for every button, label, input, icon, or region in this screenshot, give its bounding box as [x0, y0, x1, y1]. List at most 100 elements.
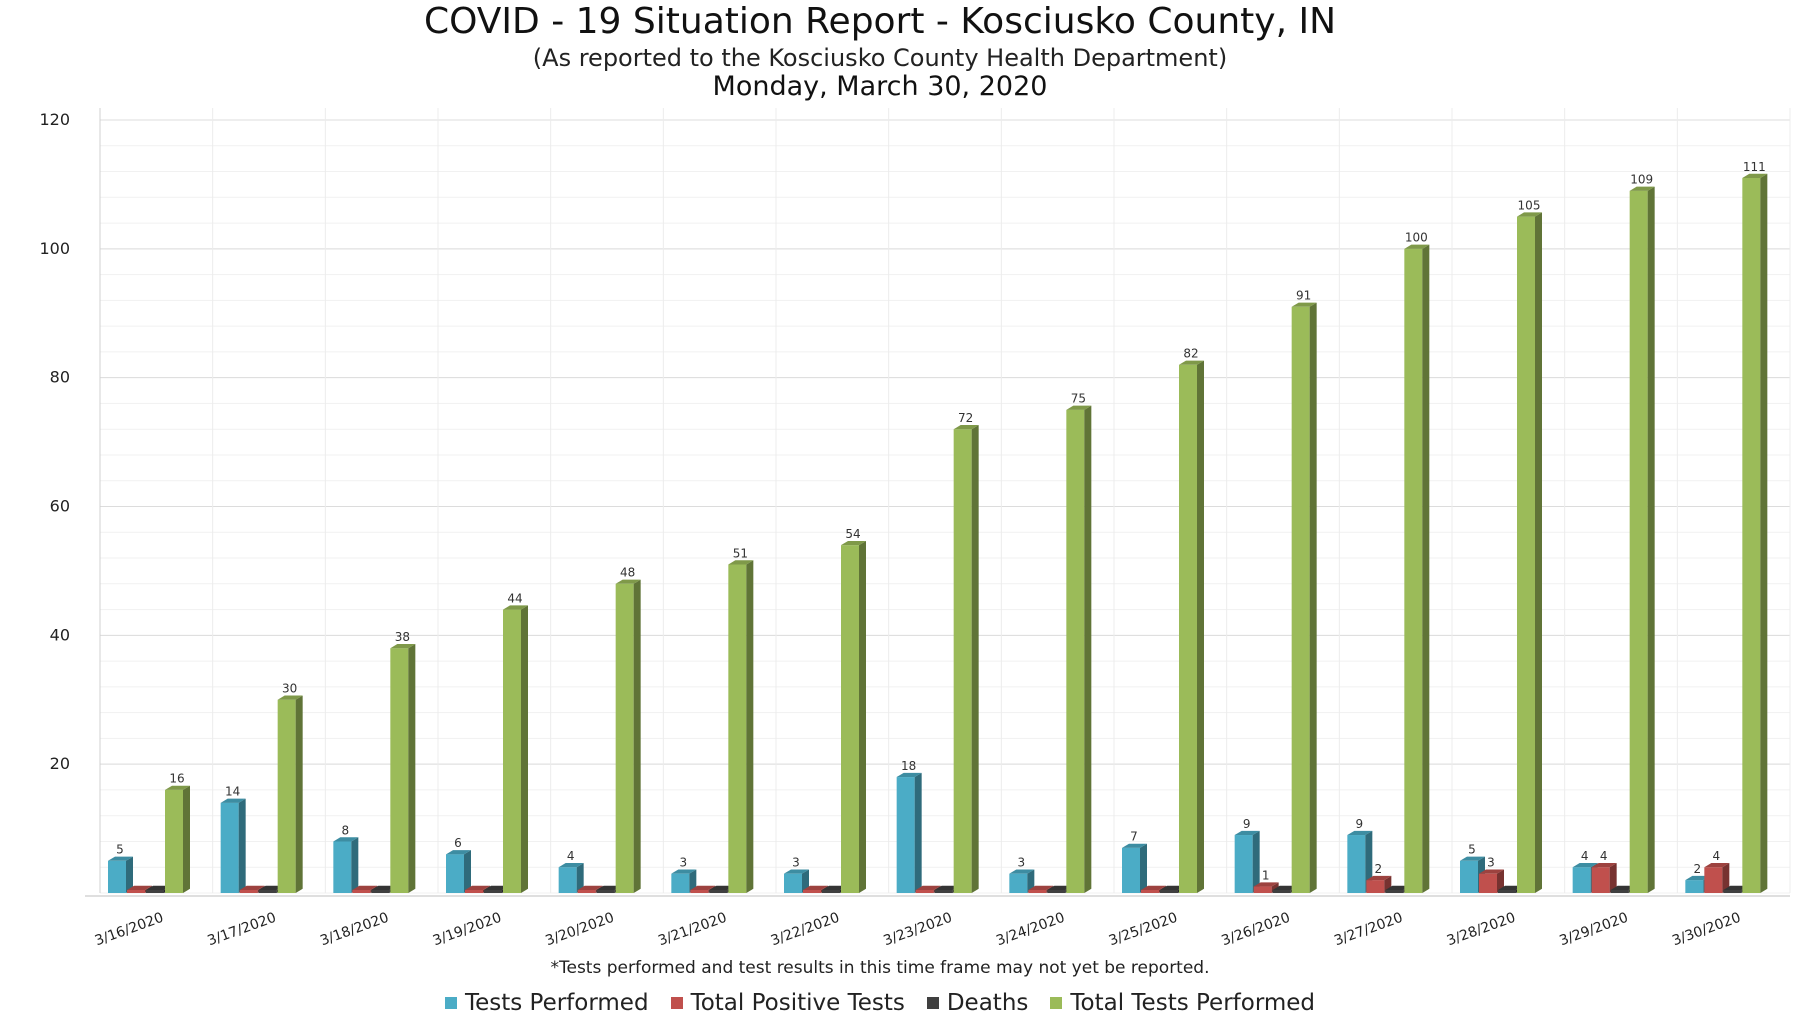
legend-item: Deaths	[926, 990, 1028, 1016]
legend: Tests Performed Total Positive Tests Death…	[0, 990, 1760, 1016]
x-tick-label: 3/24/2020	[994, 910, 1067, 950]
bar-front	[333, 841, 352, 893]
bar-front	[371, 890, 390, 893]
bar-front	[146, 890, 164, 893]
bar-top	[1253, 882, 1279, 887]
bar-front	[1498, 890, 1516, 893]
data-label: 105	[1518, 198, 1541, 212]
data-label: 3	[680, 855, 688, 869]
bar-top	[1028, 885, 1054, 890]
data-label: 111	[1743, 160, 1766, 174]
footnote: *Tests performed and test results in thi…	[550, 958, 1210, 978]
data-label: 54	[845, 527, 860, 541]
bar-front	[1629, 190, 1648, 893]
data-label: 109	[1630, 173, 1653, 187]
bar-front	[1066, 409, 1085, 893]
x-tick-label: 3/17/2020	[205, 910, 278, 950]
bar-top	[1179, 360, 1204, 365]
bar-top	[446, 850, 471, 855]
data-label: 1	[1262, 868, 1270, 882]
bar-front	[1291, 306, 1310, 893]
bar-side	[1722, 863, 1730, 893]
bar-top	[1385, 885, 1411, 890]
bar-top	[896, 772, 922, 778]
bar-front	[841, 545, 859, 893]
bar-top	[1517, 212, 1542, 217]
chart-title: COVID - 19 Situation Report - Kosciusko …	[423, 1, 1337, 42]
bar-top	[822, 885, 847, 890]
bar-side	[1422, 244, 1430, 894]
bar-front	[1610, 890, 1629, 893]
data-label: 5	[116, 843, 124, 857]
data-label: 48	[620, 566, 635, 580]
bar-side	[914, 772, 922, 893]
legend-swatch	[670, 997, 683, 1009]
bar-top	[671, 869, 697, 874]
bar-top	[146, 885, 171, 890]
bars	[108, 173, 1768, 894]
bar-side	[408, 644, 416, 893]
bar-top	[1291, 302, 1317, 307]
bar-front	[690, 890, 709, 893]
bar-front	[220, 802, 239, 893]
x-tick-label: 3/30/2020	[1670, 910, 1743, 950]
x-tick-label: 3/23/2020	[881, 910, 954, 950]
data-label: 4	[567, 849, 575, 863]
bar-front	[728, 564, 747, 893]
bar-top	[841, 540, 866, 546]
bar-front	[615, 583, 634, 893]
data-label: 91	[1296, 289, 1311, 303]
bar-front	[1479, 873, 1497, 893]
bar-top	[615, 579, 641, 584]
data-label: 18	[901, 759, 916, 773]
bar-front	[108, 860, 126, 893]
bar-side	[351, 837, 359, 893]
x-tick-label: 3/26/2020	[1219, 910, 1292, 950]
bar-front	[1404, 248, 1423, 894]
bar-front	[1517, 216, 1535, 893]
bar-side	[1535, 212, 1542, 894]
bar-top	[220, 798, 246, 803]
data-label: 72	[958, 411, 973, 425]
bar-top	[1610, 885, 1636, 890]
bar-top	[915, 885, 941, 890]
bar-front	[1047, 890, 1066, 893]
bar-side	[1609, 863, 1617, 893]
bar-front	[915, 890, 934, 893]
bar-side	[1084, 405, 1092, 893]
bar-front	[709, 890, 728, 893]
data-label: 8	[342, 823, 350, 837]
bar-top	[1047, 885, 1073, 890]
bar-top	[352, 885, 378, 890]
data-label: 14	[225, 785, 240, 799]
bar-top	[503, 605, 528, 610]
bar-top	[371, 885, 397, 890]
report-date: Monday, March 30, 2020	[712, 71, 1048, 102]
bar-front	[934, 890, 953, 893]
bar-front	[503, 609, 521, 893]
bar-side	[576, 863, 584, 893]
bar-top	[258, 885, 284, 890]
legend-swatch	[444, 997, 457, 1009]
bar-top	[1460, 856, 1485, 861]
data-label: 3	[792, 855, 800, 869]
x-tick-label: 3/25/2020	[1107, 910, 1180, 950]
x-tick-label: 3/27/2020	[1332, 910, 1405, 950]
data-label: 75	[1071, 392, 1086, 406]
bar-front	[1009, 873, 1028, 893]
bar-top	[1066, 405, 1092, 410]
bar-side	[238, 798, 246, 893]
bar-front	[1160, 890, 1178, 893]
bar-top	[577, 885, 603, 890]
legend-swatch	[1050, 997, 1063, 1009]
bar-side	[183, 785, 190, 893]
data-label: 5	[1468, 843, 1476, 857]
bar-front	[465, 890, 483, 893]
bar-front	[1122, 847, 1140, 893]
bar-side	[1760, 173, 1768, 893]
bar-side	[295, 695, 303, 893]
data-label: 51	[733, 546, 748, 560]
y-tick-label: 60	[50, 497, 70, 516]
legend-label: Total Positive Tests	[690, 990, 905, 1016]
data-labels: 5161430838644448351354187237578291919210…	[116, 160, 1766, 883]
